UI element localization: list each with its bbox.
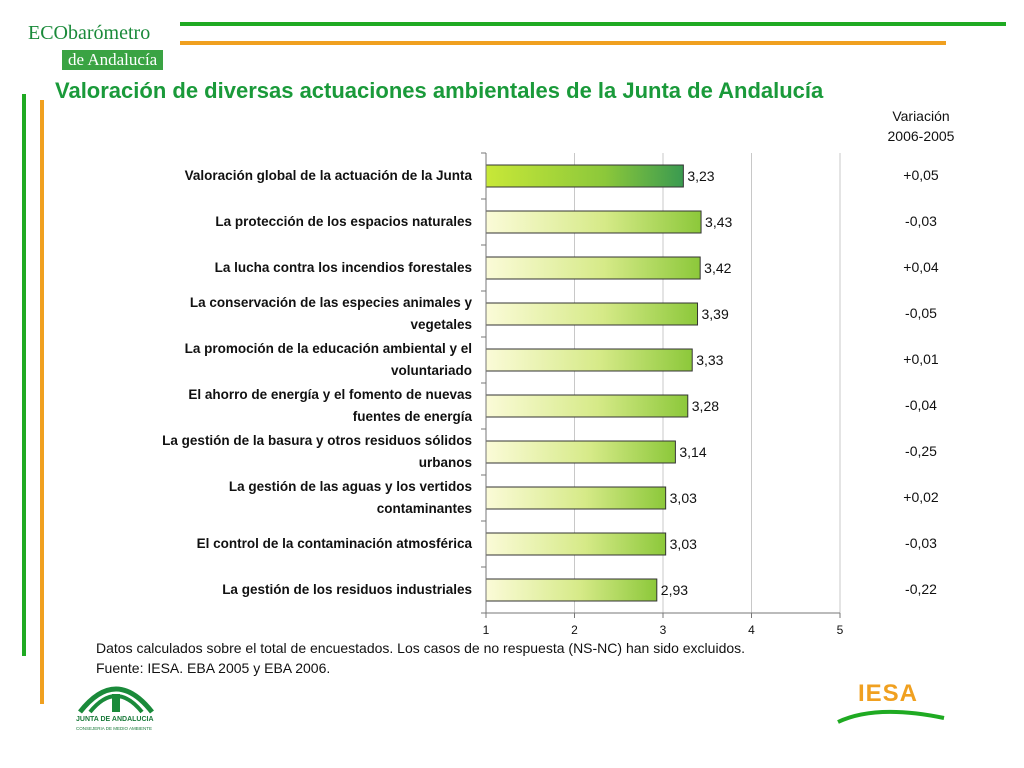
junta-logo-name: JUNTA DE ANDALUCIA (76, 716, 154, 723)
bar-value-label: 3,33 (696, 352, 723, 368)
category-label-line: fuentes de energía (352, 409, 472, 424)
iesa-swoosh-icon (837, 709, 945, 724)
ecobarometro-logo-sub: de Andalucía (62, 50, 164, 70)
x-tick-label: 5 (837, 623, 844, 637)
iesa-logo: IESA (858, 680, 919, 707)
variation-value: +0,04 (903, 259, 939, 275)
footer-note: Datos calculados sobre el total de encue… (96, 638, 745, 678)
bar (485, 302, 699, 326)
footer-note-line: Datos calculados sobre el total de encue… (96, 640, 746, 656)
x-tick-label: 4 (748, 623, 755, 637)
variation-value: -0,25 (905, 443, 937, 459)
category-label-line: El ahorro de energía y el fomento de nue… (188, 387, 472, 402)
variation-header-line1: Variación (892, 108, 950, 124)
variation-value: -0,03 (905, 535, 937, 551)
category-label-line: La gestión de la basura y otros residuos… (162, 433, 472, 448)
top-orange-line (180, 41, 946, 45)
top-green-line (180, 22, 1006, 26)
page-title: Valoración de diversas actuaciones ambie… (55, 78, 824, 103)
variation-value: -0,03 (905, 213, 937, 229)
variation-value: +0,05 (903, 167, 939, 183)
bar-value-label: 3,28 (692, 398, 719, 414)
category-label: La lucha contra los incendios forestales (92, 257, 472, 279)
bar-value-label: 3,03 (670, 536, 697, 552)
category-label: El control de la contaminación atmosféri… (92, 533, 472, 555)
footer-source-line: Fuente: IESA. EBA 2005 y EBA 2006. (96, 660, 331, 676)
junta-andalucia-logo-icon (78, 686, 154, 714)
category-label-line: vegetales (410, 317, 472, 332)
variation-value: -0,22 (905, 581, 937, 597)
junta-logo-sub: CONSEJERIA DE MEDIO AMBIENTE (76, 726, 153, 731)
bar-value-label: 3,23 (687, 168, 714, 184)
variation-header: Variación 2006-2005 (866, 106, 976, 146)
category-label-line: voluntariado (390, 363, 472, 378)
category-label: La promoción de la educación ambiental y… (92, 338, 472, 382)
category-label-line: La protección de los espacios naturales (215, 214, 472, 229)
bar (485, 532, 667, 556)
bar (485, 486, 667, 510)
variation-value: -0,05 (905, 305, 937, 321)
category-label-line: La promoción de la educación ambiental y… (184, 341, 472, 356)
bar (485, 210, 702, 234)
bar-value-label: 3,14 (679, 444, 706, 460)
category-label: La conservación de las especies animales… (92, 292, 472, 336)
x-tick-label: 1 (483, 623, 490, 637)
x-tick-label: 3 (660, 623, 667, 637)
category-label: La gestión de los residuos industriales (92, 579, 472, 601)
variation-value: -0,04 (905, 397, 937, 413)
category-label-line: La lucha contra los incendios forestales (214, 260, 472, 275)
category-label: La gestión de las aguas y los vertidos co… (92, 476, 472, 520)
ecobarometro-logo: ECObarómetro (28, 22, 151, 44)
bar (485, 348, 693, 372)
category-label-line: contaminantes (376, 501, 472, 516)
bar (485, 164, 684, 188)
category-label-line: La gestión de las aguas y los vertidos (228, 479, 472, 494)
x-tick-label: 2 (571, 623, 578, 637)
left-orange-line (40, 100, 44, 704)
category-label-line: El control de la contaminación atmosféri… (196, 536, 472, 551)
bar-value-label: 3,42 (704, 260, 731, 276)
bar-value-label: 3,43 (705, 214, 732, 230)
bar (485, 440, 676, 464)
category-label: La protección de los espacios naturales (92, 211, 472, 233)
bar-value-label: 3,03 (670, 490, 697, 506)
variation-value: +0,01 (903, 351, 939, 367)
category-label: Valoración global de la actuación de la … (92, 165, 472, 187)
category-label-line: Valoración global de la actuación de la … (184, 168, 472, 183)
category-label: El ahorro de energía y el fomento de nue… (92, 384, 472, 428)
category-label: La gestión de la basura y otros residuos… (92, 430, 472, 474)
category-label-line: urbanos (418, 455, 472, 470)
bar-value-label: 3,39 (702, 306, 729, 322)
bar (485, 578, 658, 602)
bar-value-label: 2,93 (661, 582, 688, 598)
bar (485, 394, 689, 418)
bar (485, 256, 701, 280)
category-label-line: La conservación de las especies animales… (189, 295, 472, 310)
variation-header-line2: 2006-2005 (887, 128, 955, 144)
variation-value: +0,02 (903, 489, 939, 505)
category-label-line: La gestión de los residuos industriales (222, 582, 472, 597)
left-green-line (22, 94, 26, 656)
